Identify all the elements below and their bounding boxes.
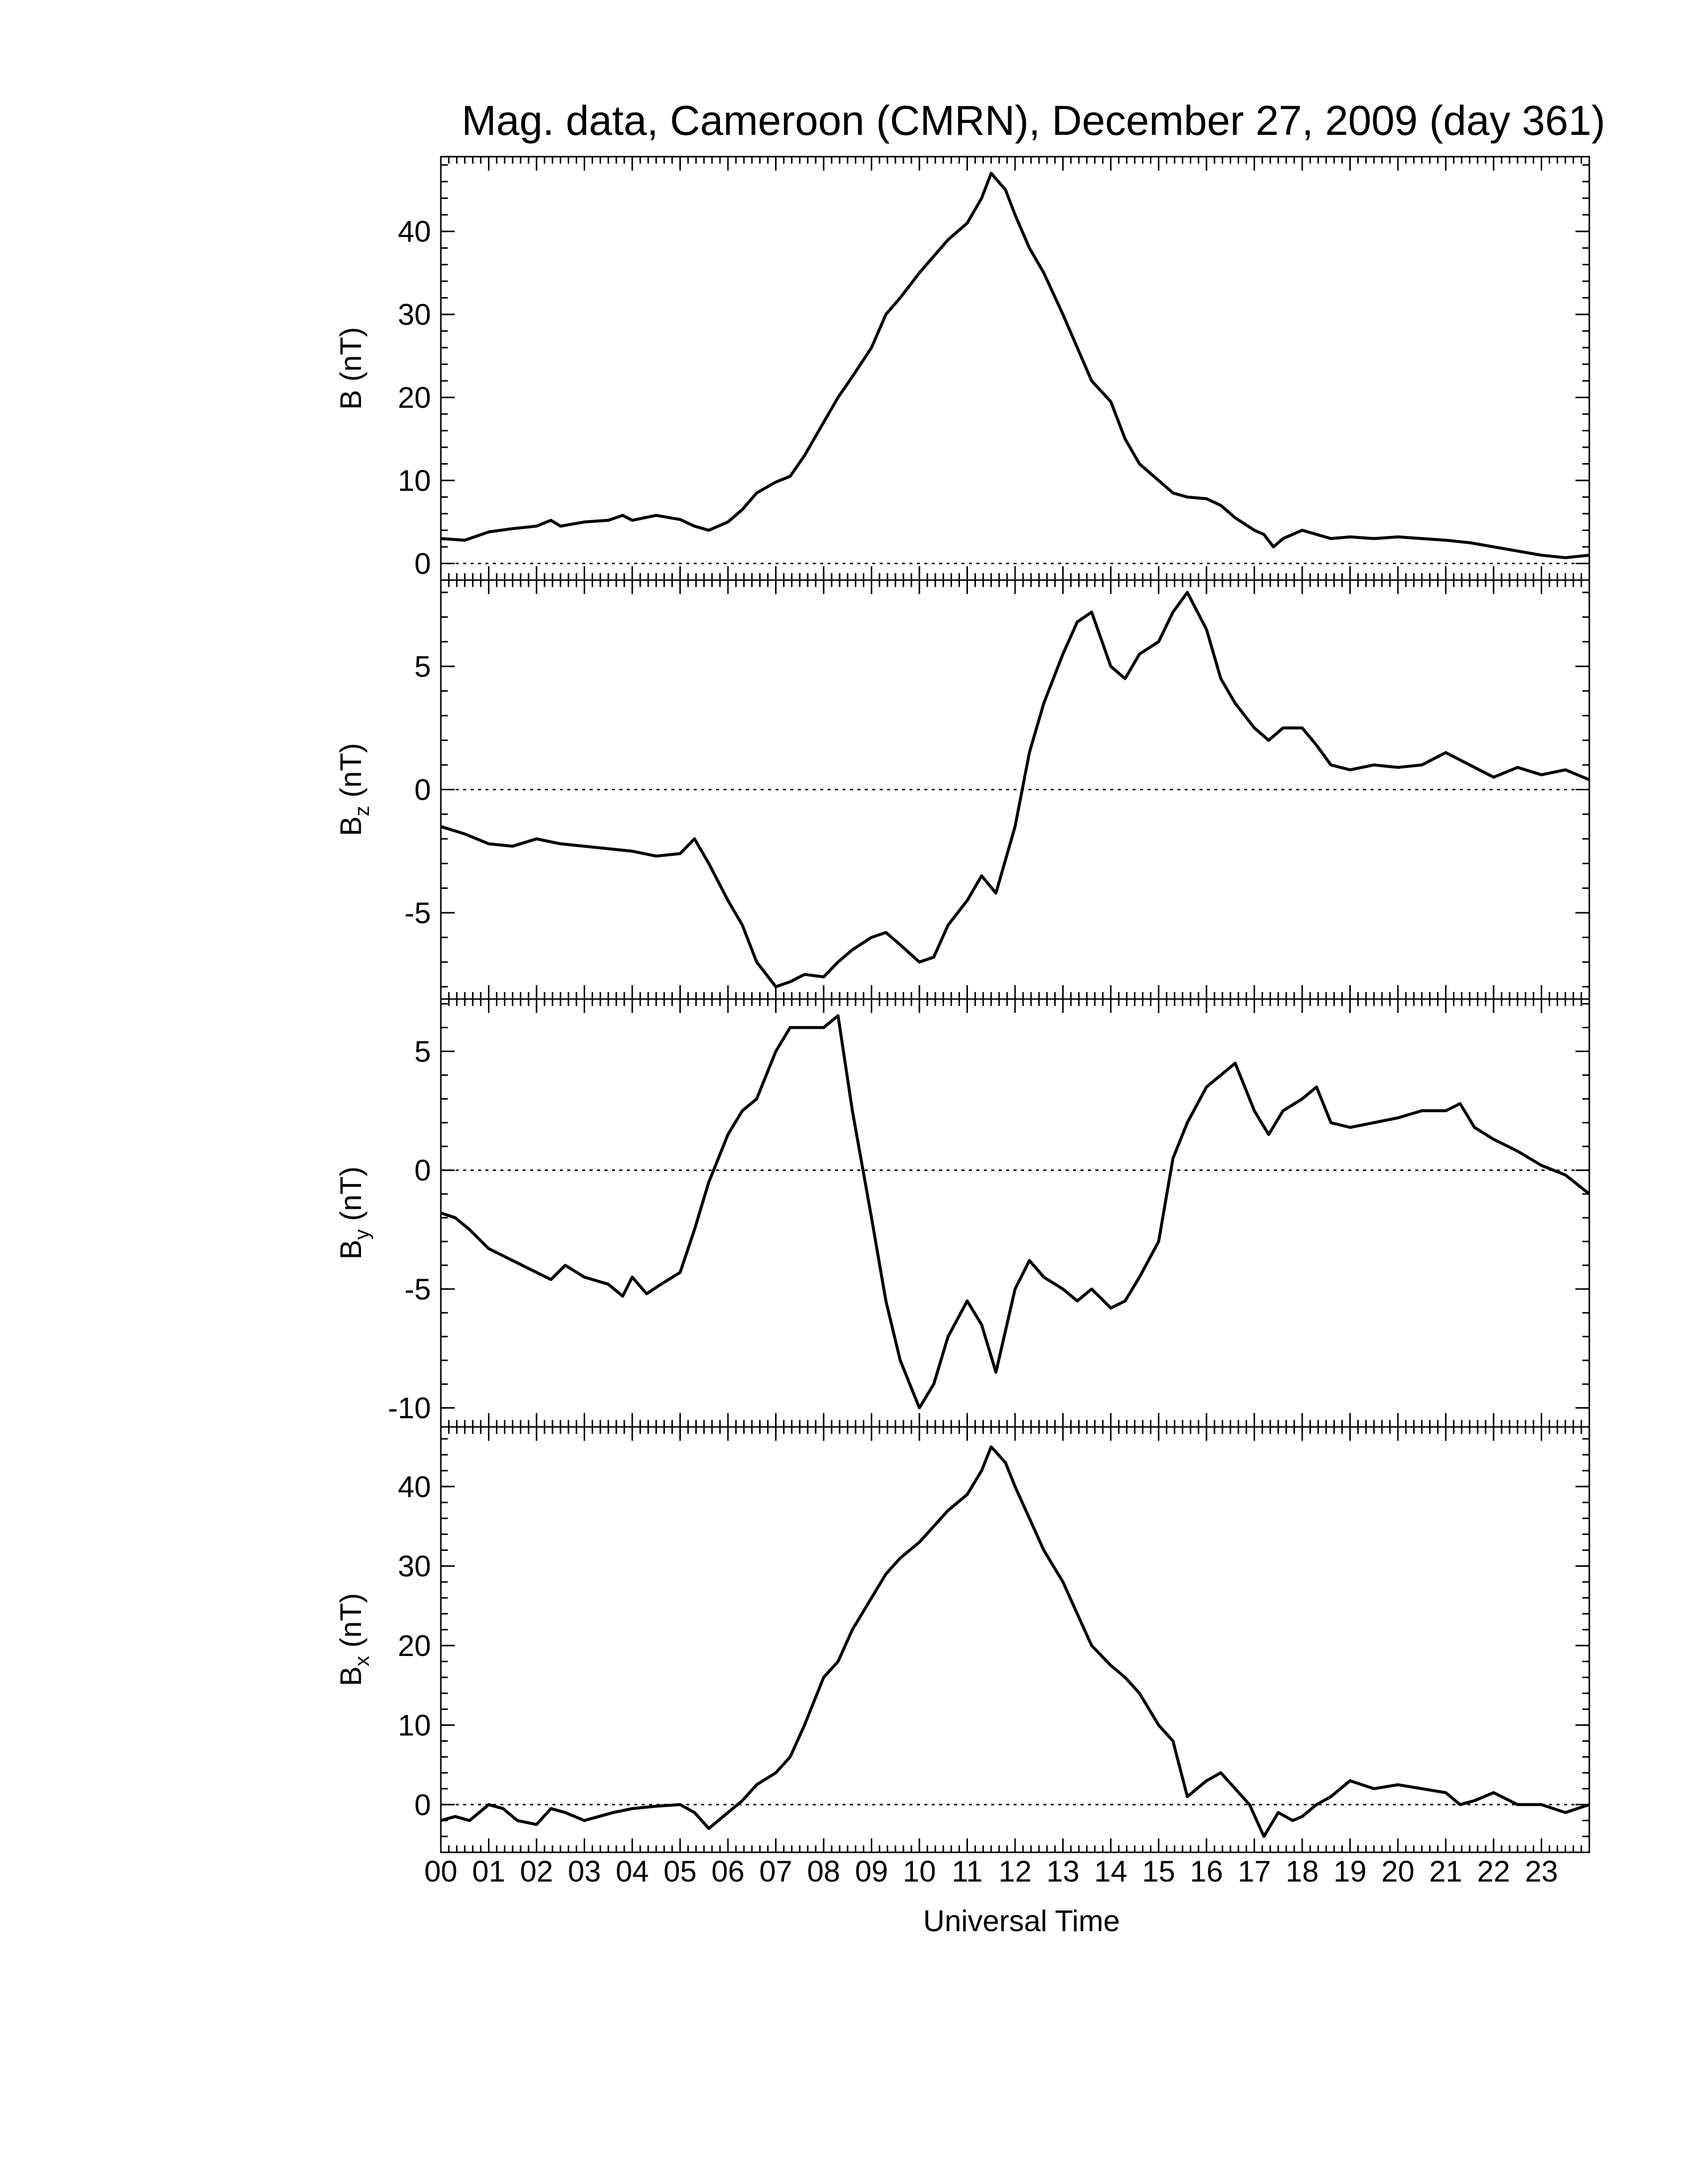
x-tick-label: 13: [1046, 1855, 1080, 1888]
y-tick-label: -5: [405, 1273, 431, 1306]
y-tick-label: 30: [398, 298, 431, 331]
y-tick-label: 10: [398, 464, 431, 497]
y-tick-label: 0: [415, 1788, 431, 1822]
x-tick-label: 10: [903, 1855, 936, 1888]
x-axis-label: Universal Time: [923, 1904, 1120, 1938]
y-axis-label: Bz (nT): [334, 743, 373, 836]
y-tick-label: 40: [398, 215, 431, 248]
y-axis-label-main: B: [334, 1240, 367, 1259]
x-tick-label: 23: [1525, 1855, 1558, 1888]
y-axis-label: Bx (nT): [334, 1593, 373, 1686]
y-tick-label: 5: [415, 650, 431, 683]
y-axis-label-main: B: [334, 1666, 367, 1686]
panel-frame: [440, 156, 1590, 581]
y-tick-label: 0: [415, 773, 431, 807]
y-tick-label: 10: [398, 1709, 431, 1742]
x-tick-label: 08: [807, 1855, 841, 1888]
panel-bx: 0 10 20 30 40 Bx (nT): [334, 1426, 1590, 1853]
panel-b: 0 10 20 30 40 B (nT): [334, 156, 1590, 581]
panel-frame: [440, 998, 1590, 1428]
x-tick-label: 05: [663, 1855, 697, 1888]
x-tick-label: 19: [1333, 1855, 1367, 1888]
y-axis-label-subscript: x: [350, 1656, 373, 1666]
y-axis-label-main: B: [334, 816, 367, 836]
x-tick-label: 03: [568, 1855, 601, 1888]
series-line-bx: [440, 1445, 1590, 1838]
x-tick-label: 07: [759, 1855, 792, 1888]
y-tick-label: -5: [405, 896, 431, 930]
x-tick-label: 20: [1382, 1855, 1415, 1888]
panels-group: 0 10 20 30 40 B (nT) -5 0 5 Bz (nT) -10 -5 0 5 By (nT)…: [334, 156, 1590, 1853]
y-tick-label: 0: [415, 1154, 431, 1187]
y-tick-label: 30: [398, 1550, 431, 1583]
y-tick-label: 20: [398, 1629, 431, 1662]
panel-bz: -5 0 5 Bz (nT): [334, 579, 1590, 1000]
x-tick-label: 11: [952, 1855, 982, 1888]
x-tick-label: 14: [1094, 1855, 1128, 1888]
series-line-bz: [440, 590, 1590, 989]
y-axis-label: B (nT): [334, 327, 367, 410]
y-tick-label: 5: [415, 1035, 431, 1068]
y-axis-label-subscript: y: [350, 1229, 373, 1240]
x-tick-label: 18: [1286, 1855, 1319, 1888]
y-tick-label: 0: [415, 547, 431, 581]
x-tick-label: 06: [712, 1855, 745, 1888]
x-tick-label: 02: [520, 1855, 553, 1888]
x-tick-label: 17: [1238, 1855, 1271, 1888]
x-tick-label: 09: [855, 1855, 888, 1888]
panel-by: -10 -5 0 5 By (nT): [334, 998, 1590, 1428]
x-axis: 00 01 02 03 04 05 06 07 08 09 10 11 12 13 14 15 16 17 18 19…: [424, 1855, 1558, 1888]
series-line-by: [440, 1014, 1590, 1410]
y-tick-label: 20: [398, 381, 431, 414]
x-tick-label: 00: [424, 1855, 458, 1888]
chart-title: Mag. data, Cameroon (CMRN), December 27,…: [462, 97, 1605, 144]
x-tick-label: 15: [1142, 1855, 1175, 1888]
x-tick-label: 22: [1477, 1855, 1510, 1888]
y-axis-label-subscript: z: [350, 806, 373, 816]
x-tick-label: 04: [616, 1855, 649, 1888]
x-tick-label: 01: [472, 1855, 505, 1888]
y-axis-label-unit: (nT): [334, 327, 367, 390]
x-tick-label: 12: [999, 1855, 1032, 1888]
y-axis-label-unit: (nT): [334, 1167, 367, 1230]
series-line-b: [440, 172, 1590, 559]
x-tick-label: 21: [1429, 1855, 1462, 1888]
y-axis-label-unit: (nT): [334, 1593, 367, 1656]
x-tick-label: 16: [1190, 1855, 1223, 1888]
y-tick-label: -10: [388, 1392, 431, 1425]
y-axis-label: By (nT): [334, 1167, 373, 1260]
y-axis-label-main: B: [334, 390, 367, 410]
y-tick-label: 40: [398, 1470, 431, 1503]
y-axis-label-unit: (nT): [334, 743, 367, 806]
